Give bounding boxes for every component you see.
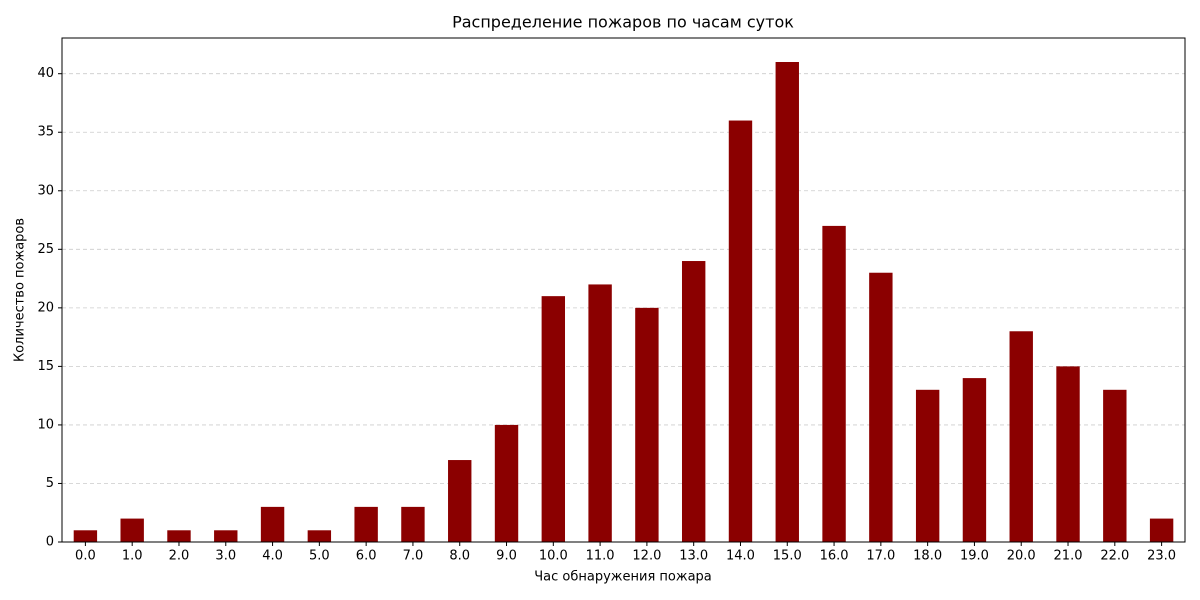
x-tick-label: 8.0: [449, 549, 470, 564]
y-tick-label: 20: [37, 300, 54, 315]
plot-frame: [61, 37, 1186, 543]
x-tick-label: 16.0: [820, 549, 849, 564]
bar: [1103, 389, 1127, 542]
bar: [681, 261, 706, 542]
bar: [214, 530, 238, 542]
bar: [962, 378, 987, 542]
bar: [869, 272, 893, 542]
x-tick-label: 5.0: [309, 549, 330, 564]
bar: [1056, 366, 1080, 542]
x-tick-label: 12.0: [632, 549, 661, 564]
y-tick-label: 15: [37, 359, 54, 374]
x-tick-label: 0.0: [75, 549, 96, 564]
x-tick-label: 7.0: [403, 549, 424, 564]
chart-title: Распределение пожаров по часам суток: [452, 13, 794, 32]
bar: [307, 530, 332, 542]
y-tick-label: 40: [37, 66, 54, 81]
x-tick-label: 22.0: [1100, 549, 1129, 564]
y-tick-label: 25: [37, 242, 54, 257]
x-tick-label: 9.0: [496, 549, 517, 564]
x-axis-label: Час обнаружения пожара: [534, 570, 712, 585]
x-tick-label: 15.0: [773, 549, 802, 564]
bar: [1009, 331, 1033, 542]
x-tick-label: 23.0: [1147, 549, 1176, 564]
bar: [73, 530, 98, 542]
y-tick-label: 10: [37, 417, 54, 432]
x-tick-label: 3.0: [215, 549, 236, 564]
bar: [588, 284, 612, 542]
bar: [260, 506, 285, 542]
bar: [915, 389, 940, 542]
bar: [401, 506, 425, 542]
bar: [494, 424, 519, 542]
x-tick-label: 19.0: [960, 549, 989, 564]
bar: [354, 506, 378, 542]
x-tick-label: 11.0: [586, 549, 615, 564]
x-tick-label: 13.0: [679, 549, 708, 564]
x-tick-label: 4.0: [262, 549, 283, 564]
y-tick-label: 30: [37, 183, 54, 198]
y-tick-label: 5: [46, 476, 54, 491]
x-tick-label: 1.0: [122, 549, 143, 564]
x-tick-label: 17.0: [866, 549, 895, 564]
bar: [541, 296, 566, 542]
bar: [728, 120, 753, 542]
bar: [822, 225, 846, 542]
bar: [167, 530, 191, 542]
y-tick-label: 35: [37, 125, 54, 140]
bar: [635, 307, 659, 542]
y-tick-label: 0: [46, 535, 54, 550]
x-tick-label: 21.0: [1054, 549, 1083, 564]
bar: [775, 62, 799, 542]
bar: [1149, 518, 1174, 542]
x-tick-label: 2.0: [169, 549, 190, 564]
x-tick-label: 6.0: [356, 549, 377, 564]
x-tick-label: 18.0: [913, 549, 942, 564]
x-tick-label: 14.0: [726, 549, 755, 564]
bar: [448, 460, 472, 542]
x-tick-label: 10.0: [539, 549, 568, 564]
y-axis-label: Количество пожаров: [13, 218, 28, 362]
bar: [120, 518, 144, 542]
x-tick-label: 20.0: [1007, 549, 1036, 564]
